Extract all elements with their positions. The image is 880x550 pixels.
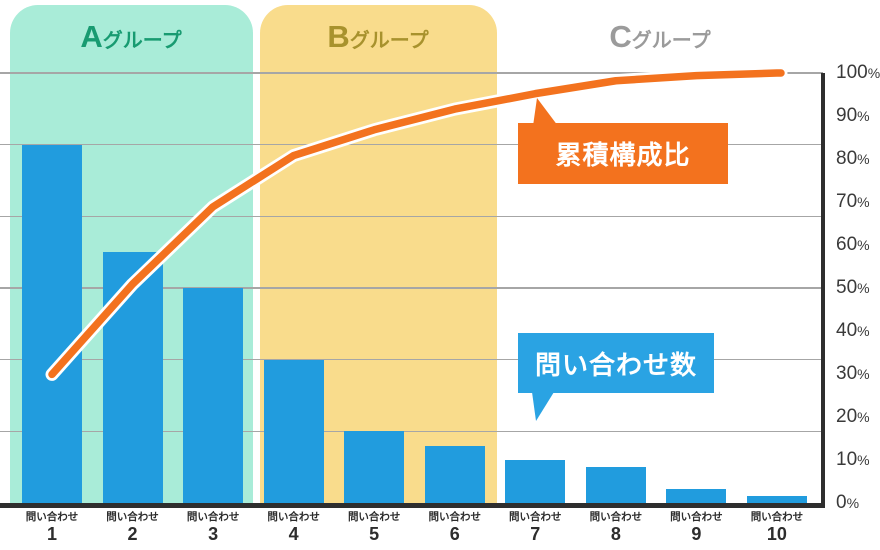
gridline	[0, 430, 823, 433]
inquiry-count-callout: 問い合わせ数	[518, 333, 714, 393]
bar-5	[344, 431, 405, 503]
x-axis-label-3: 問い合わせ 3	[186, 511, 240, 544]
cumulative-ratio-callout-label: 累積構成比	[555, 140, 691, 170]
y-axis-tick-70: 70%	[836, 191, 870, 212]
bar-10	[746, 495, 807, 503]
x-axis-label-1: 問い合わせ 1	[25, 511, 79, 544]
y-axis-tick-80: 80%	[836, 148, 870, 169]
x-axis-line	[0, 503, 825, 508]
x-axis-label-10: 問い合わせ 10	[750, 511, 804, 544]
zone-b-title: Bグループ	[327, 20, 428, 60]
bar-7	[505, 460, 566, 503]
y-axis-tick-20: 20%	[836, 406, 870, 427]
zone-a-suffix: グループ	[102, 30, 182, 52]
x-axis-label-6: 問い合わせ 6	[428, 511, 482, 544]
x-axis-label-7: 問い合わせ 7	[509, 511, 562, 544]
y-axis-tick-30: 30%	[836, 363, 870, 384]
zone-c-title: Cグループ	[609, 20, 710, 60]
zone-a-title: Aグループ	[80, 20, 181, 60]
zone-c-suffix: グループ	[631, 30, 711, 52]
y-axis-tick-0: 0%	[836, 492, 860, 513]
bar-6	[424, 445, 485, 503]
zone-b-suffix: グループ	[349, 30, 429, 52]
zone-a-letter: A	[80, 19, 103, 54]
y-axis-tick-60: 60%	[836, 234, 870, 255]
y-axis-tick-90: 90%	[836, 105, 870, 126]
cumulative-ratio-callout: 累積構成比	[518, 123, 728, 184]
y-axis-tick-100: 100%	[836, 62, 880, 83]
bar-4	[263, 359, 324, 503]
x-axis-label-8: 問い合わせ 8	[589, 511, 643, 544]
bar-9	[666, 488, 727, 503]
x-axis-label-9: 問い合わせ 9	[670, 511, 723, 544]
y-axis-tick-40: 40%	[836, 320, 870, 341]
x-axis-label-5: 問い合わせ 5	[347, 511, 401, 544]
bar-8	[585, 467, 646, 503]
zone-c-letter: C	[609, 19, 632, 54]
right-axis-line	[821, 73, 825, 507]
y-axis-tick-50: 50%	[836, 277, 870, 298]
zone-b-letter: B	[327, 19, 350, 54]
x-axis-label-4: 問い合わせ 4	[267, 511, 320, 544]
inquiry-count-callout-label: 問い合わせ数	[534, 349, 697, 380]
y-axis-tick-10: 10%	[836, 449, 870, 470]
x-axis-label-2: 問い合わせ 2	[106, 511, 159, 544]
